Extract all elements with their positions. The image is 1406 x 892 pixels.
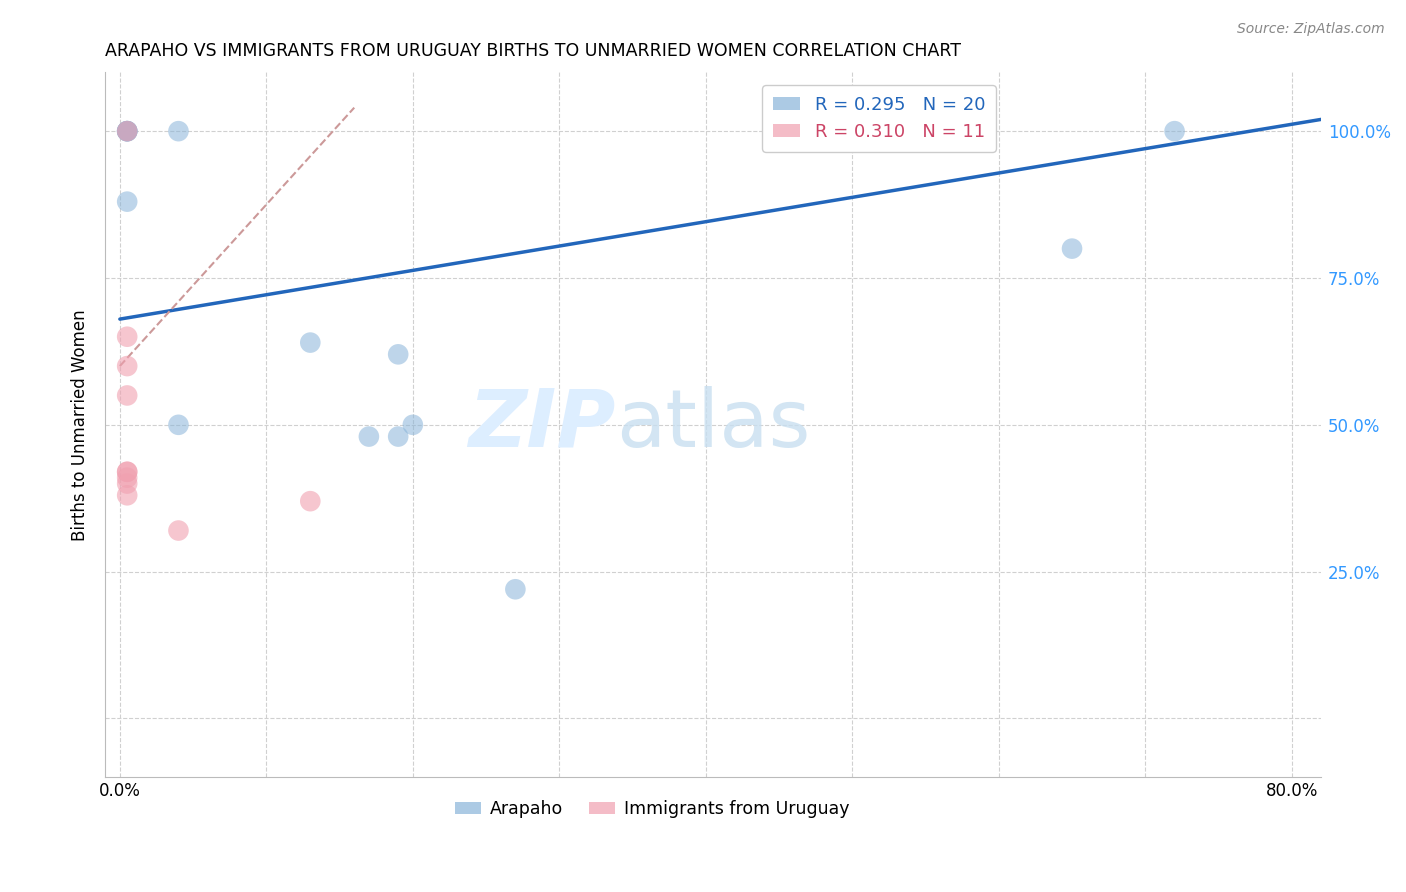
Point xyxy=(167,524,190,538)
Y-axis label: Births to Unmarried Women: Births to Unmarried Women xyxy=(72,309,89,541)
Point xyxy=(115,465,138,479)
Text: Source: ZipAtlas.com: Source: ZipAtlas.com xyxy=(1237,22,1385,37)
Point xyxy=(167,417,190,432)
Text: ARAPAHO VS IMMIGRANTS FROM URUGUAY BIRTHS TO UNMARRIED WOMEN CORRELATION CHART: ARAPAHO VS IMMIGRANTS FROM URUGUAY BIRTH… xyxy=(105,42,962,60)
Point xyxy=(357,429,380,443)
Text: atlas: atlas xyxy=(616,386,810,464)
Point xyxy=(115,124,138,138)
Point xyxy=(115,124,138,138)
Point xyxy=(115,124,138,138)
Point xyxy=(115,471,138,485)
Point xyxy=(115,488,138,502)
Point xyxy=(1163,124,1185,138)
Point xyxy=(115,124,138,138)
Point xyxy=(387,347,409,361)
Point xyxy=(115,194,138,209)
Point xyxy=(1060,242,1083,256)
Point xyxy=(402,417,425,432)
Point xyxy=(505,582,527,597)
Legend: Arapaho, Immigrants from Uruguay: Arapaho, Immigrants from Uruguay xyxy=(449,793,856,825)
Point xyxy=(115,388,138,402)
Point xyxy=(115,465,138,479)
Point xyxy=(299,494,322,508)
Point xyxy=(115,476,138,491)
Point xyxy=(387,429,409,443)
Text: ZIP: ZIP xyxy=(468,386,616,464)
Point xyxy=(167,124,190,138)
Point xyxy=(299,335,322,350)
Point xyxy=(115,359,138,373)
Point xyxy=(115,124,138,138)
Point xyxy=(115,329,138,343)
